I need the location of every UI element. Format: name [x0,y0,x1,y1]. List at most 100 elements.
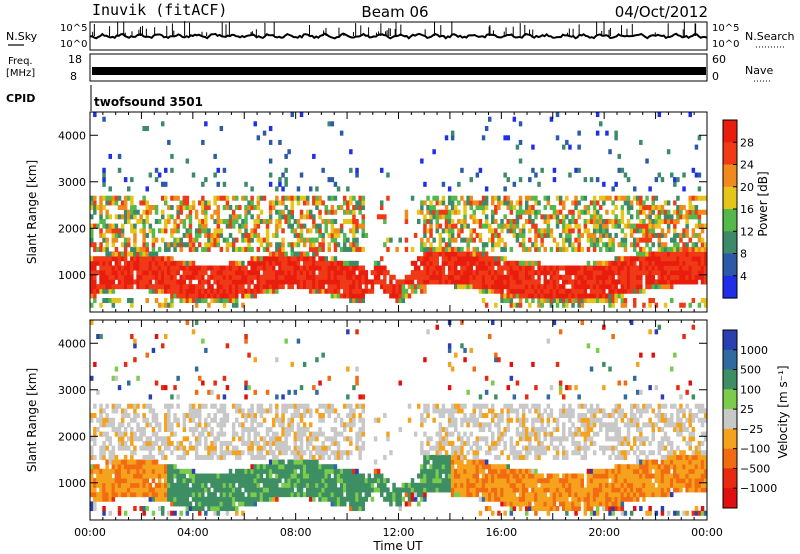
heatmap-cell [333,492,338,498]
heatmap-cell [321,478,325,484]
heatmap-cell [346,246,350,252]
heatmap-cell [324,408,328,414]
heatmap-cell [429,454,433,460]
heatmap-cell [145,352,149,358]
heatmap-cell [299,223,304,229]
heatmap-cell [167,284,171,290]
heatmap-cell [518,242,523,248]
heatmap-cell [663,274,668,280]
heatmap-cell [577,200,581,206]
heatmap-cell [367,492,372,498]
heatmap-cell [441,274,446,280]
heatmap-cell [290,270,294,276]
heatmap-cell [142,232,146,238]
heatmap-cell [429,473,433,479]
heatmap-cell [592,214,597,220]
heatmap-cell [589,219,594,225]
heatmap-cell [231,298,236,304]
heatmap-cell [697,172,702,178]
heatmap-cell [460,219,464,225]
heatmap-cell [164,256,168,262]
heatmap-cell [133,205,137,211]
heatmap-cell [386,288,390,294]
heatmap-cell [321,265,325,271]
heatmap-cell [235,214,239,220]
heatmap-cell [435,468,439,474]
heatmap-cell [651,223,655,229]
heatmap-cell [148,436,153,442]
heatmap-cell [216,422,220,428]
heatmap-cell [99,232,103,238]
heatmap-cell [657,251,662,257]
heatmap-cell [620,214,625,220]
heatmap-cell [133,343,137,349]
heatmap-cell [595,177,600,183]
heatmap-cell [663,251,668,257]
heatmap-cell [488,256,492,262]
heatmap-cell [648,209,652,215]
heatmap-cell [93,265,97,271]
freq-tick-low: 8 [70,70,77,83]
heatmap-cell [423,270,427,276]
heatmap-cell [148,256,153,262]
heatmap-cell [324,482,328,488]
heatmap-cell [355,375,359,381]
heatmap-cell [611,209,615,215]
heatmap-cell [93,427,97,433]
heatmap-cell [636,228,640,234]
heatmap-cell [688,112,692,118]
heatmap-cell [164,298,168,304]
heatmap-cell [293,260,298,266]
heatmap-cell [429,209,433,215]
heatmap-cell [395,496,399,502]
heatmap-cell [278,251,282,257]
heatmap-cell [595,214,600,220]
heatmap-cell [318,482,322,488]
heatmap-cell [148,459,153,465]
heatmap-cell [540,293,544,299]
heatmap-cell [679,209,683,215]
heatmap-cell [336,478,341,484]
heatmap-cell [90,288,94,294]
heatmap-cell [176,394,180,400]
heatmap-cell [161,237,165,243]
heatmap-cell [201,279,205,285]
heatmap-cell [185,501,190,507]
heatmap-cell [154,237,159,243]
heatmap-cell [444,214,449,220]
heatmap-cell [549,116,554,122]
heatmap-cell [250,492,254,498]
heatmap-cell [120,464,125,470]
heatmap-cell [450,413,455,419]
heatmap-cell [164,413,168,419]
heatmap-cell [241,232,245,238]
heatmap-cell [336,279,341,285]
heatmap-cell [244,478,248,484]
heatmap-cell [528,260,532,266]
heatmap-cell [315,186,319,192]
heatmap-cell [96,256,100,262]
heatmap-cell [293,279,298,285]
heatmap-cell [460,487,464,493]
heatmap-cell [290,361,294,367]
heatmap-cell [244,427,248,433]
heatmap-cell [281,284,285,290]
heatmap-cell [478,200,483,206]
heatmap-cell [463,454,467,460]
heatmap-cell [207,274,211,280]
heatmap-cell [568,288,572,294]
heatmap-cell [139,214,143,220]
heatmap-cell [198,492,202,498]
heatmap-cell [435,478,439,484]
heatmap-cell [426,260,430,266]
heatmap-cell [167,260,171,266]
heatmap-cell [198,270,202,276]
heatmap-cell [491,219,495,225]
heatmap-cell [256,237,261,243]
heatmap-cell [682,260,686,266]
heatmap-cell [589,279,594,285]
heatmap-cell [457,260,461,266]
heatmap-cell [216,284,220,290]
heatmap-cell [256,487,261,493]
heatmap-cell [241,237,245,243]
